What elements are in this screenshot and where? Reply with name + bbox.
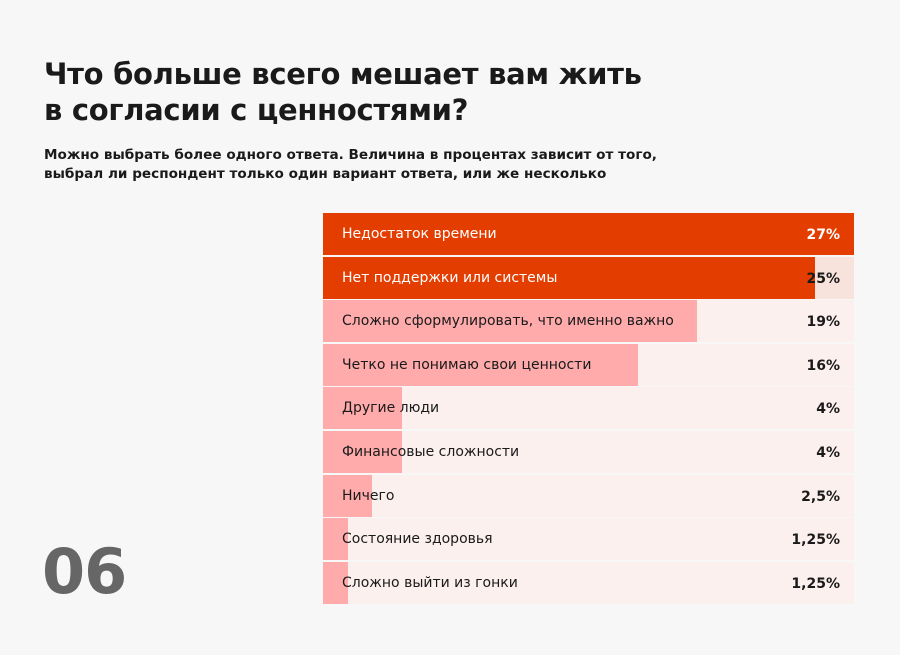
bar [323,387,402,430]
bar-row: Недостаток времени 27% [323,213,854,255]
bar-value-label: 4% [816,444,840,461]
bar-label: Сложно выйти из гонки [342,574,518,591]
bar [323,561,348,604]
bar [323,213,854,255]
page-number: 06 [42,535,127,608]
bar-row: Четко не понимаю свои ценности 16% [323,343,854,386]
bar-value-label: 1,25% [791,532,840,549]
page-title: Что больше всего мешает вам жить в согла… [44,57,642,127]
bar [323,256,815,299]
bar-row: Ничего 2,5% [323,474,854,517]
bar [323,430,402,473]
bar-row: Сложно сформулировать, что именно важно 1… [323,300,854,343]
bar-label: Финансовые сложности [342,443,520,460]
bar [323,518,348,561]
bar-row: Финансовые сложности 4% [323,430,854,473]
bar-value-label: 4% [816,401,840,418]
bar [323,343,638,386]
bar-label: Другие люди [342,400,440,417]
subtitle: Можно выбрать более одного ответа. Велич… [44,147,657,182]
bar-label: Нет поддержки или системы [342,269,558,286]
bar-value-label: 2,5% [801,488,840,505]
bar-value-label: 27% [806,227,840,243]
bar-label: Сложно сформулировать, что именно важно [342,313,674,330]
bar-label: Состояние здоровья [342,531,493,548]
bar-value-label: 16% [806,357,840,374]
bar-row: Нет поддержки или системы 25% [323,256,854,299]
bar-row: Состояние здоровья 1,25% [323,518,854,561]
bar-chart: Недостаток времени 27% Нет поддержки или с… [323,213,854,605]
bar-label: Четко не понимаю свои ценности [342,356,592,373]
bar-value-label: 25% [806,270,840,287]
bar-label: Ничего [342,487,395,504]
bar-value-label: 1,25% [791,575,840,592]
bar-label: Недостаток времени [342,226,497,242]
bar-value-label: 19% [806,314,840,331]
bar [323,474,373,517]
bar-row: Сложно выйти из гонки 1,25% [323,561,854,604]
bar [323,300,697,343]
bar-row: Другие люди 4% [323,387,854,430]
